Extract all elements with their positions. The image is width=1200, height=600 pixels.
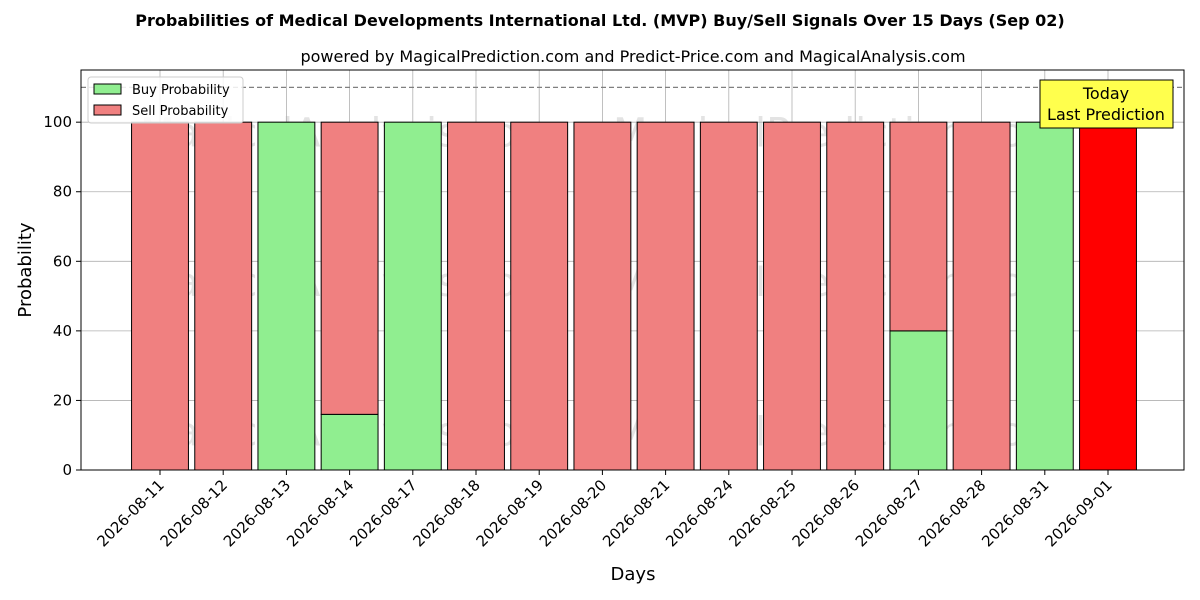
x-tick-label: 2026-08-17 <box>346 476 420 550</box>
x-tick-label: 2026-08-24 <box>662 476 736 550</box>
sell-bar <box>194 121 253 471</box>
sell-bar <box>826 121 885 471</box>
sell-bar <box>889 121 948 332</box>
buy-bar <box>1015 121 1074 471</box>
legend-box <box>87 76 244 124</box>
sell-bar <box>447 121 505 471</box>
y-tick-label: 100 <box>43 113 72 131</box>
legend-swatch <box>93 83 122 95</box>
y-tick-label: 40 <box>53 322 72 340</box>
sell-bar <box>699 121 758 471</box>
chart-subtitle: powered by MagicalPrediction.com and Pre… <box>300 47 965 66</box>
x-tick-label: 2026-08-14 <box>283 476 357 550</box>
bars <box>131 121 1137 471</box>
x-tick-label: 2026-08-27 <box>852 476 926 550</box>
x-tick-label: 2026-08-12 <box>157 476 231 550</box>
x-tick-label: 2026-08-26 <box>789 476 863 550</box>
buy-bar <box>257 121 316 471</box>
sell-bar <box>510 121 569 471</box>
y-tick-label: 60 <box>53 252 72 270</box>
x-tick-label: 2026-08-21 <box>599 476 673 550</box>
chart-title: Probabilities of Medical Developments In… <box>135 11 1064 30</box>
sell-bar <box>131 121 189 471</box>
x-tick-label: 2026-08-18 <box>409 476 483 550</box>
sell-bar <box>952 121 1011 471</box>
x-axis-label: Days <box>611 564 656 585</box>
sell-bar <box>1079 121 1137 471</box>
x-tick-label: 2026-08-19 <box>473 476 547 550</box>
plot-frame <box>80 69 1185 471</box>
x-tick-label: 2026-08-20 <box>536 476 610 550</box>
y-tick-label: 80 <box>53 183 72 201</box>
sell-bar <box>763 121 821 471</box>
legend-label: Buy Probability <box>132 83 230 98</box>
buy-bar <box>320 413 379 471</box>
x-tick-label: 2026-08-11 <box>93 476 167 550</box>
x-tick-label: 2026-08-28 <box>915 476 989 550</box>
annotation-text: Last Prediction <box>1047 105 1165 124</box>
legend: Buy Probability Sell Probability <box>87 76 244 124</box>
y-tick-label: 0 <box>62 461 72 479</box>
x-tick-label: 2026-08-13 <box>220 476 294 550</box>
buy-bar <box>889 330 948 471</box>
annotation-box <box>1039 79 1174 129</box>
today-annotation: Today Last Prediction <box>1039 79 1174 129</box>
buy-bar <box>383 121 442 471</box>
legend-label: Sell Probability <box>132 104 229 119</box>
annotation-text: Today <box>1082 84 1129 103</box>
x-tick-label: 2026-08-31 <box>978 476 1052 550</box>
x-tick-label: 2026-09-01 <box>1041 476 1115 550</box>
x-tick-label: 2026-08-25 <box>725 476 799 550</box>
sell-bar <box>636 121 695 471</box>
y-axis-label: Probability <box>15 222 36 317</box>
sell-bar <box>320 121 379 415</box>
legend-swatch <box>93 104 122 116</box>
x-axis-ticks: 2026-08-112026-08-122026-08-132026-08-14… <box>93 470 1116 550</box>
y-tick-label: 20 <box>53 391 72 409</box>
sell-bar <box>573 121 632 471</box>
y-axis-ticks: 0 20 40 60 80 100 <box>43 113 81 479</box>
